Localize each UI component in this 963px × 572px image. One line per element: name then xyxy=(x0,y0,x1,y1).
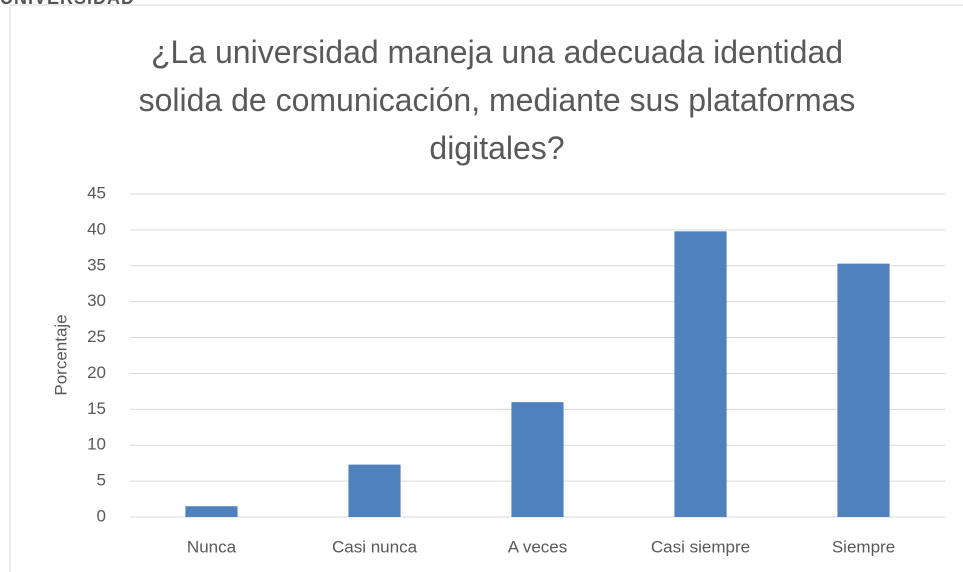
y-tick-label: 30 xyxy=(87,291,106,310)
bar xyxy=(348,464,401,517)
x-tick-label: Nunca xyxy=(187,537,237,556)
y-tick-label: 10 xyxy=(87,435,106,454)
y-tick-label: 15 xyxy=(87,399,106,418)
chart-title: ¿La universidad maneja una adecuada iden… xyxy=(138,34,856,166)
y-tick-label: 5 xyxy=(97,471,106,490)
y-tick-label: 25 xyxy=(87,327,106,346)
bar xyxy=(674,231,727,517)
y-tick-label: 45 xyxy=(87,183,106,202)
bar xyxy=(511,402,564,517)
y-axis-label: Porcentaje xyxy=(51,314,70,395)
bar xyxy=(837,263,890,517)
y-tick-label: 20 xyxy=(87,363,106,382)
chart-border xyxy=(9,4,963,572)
x-tick-label: Siempre xyxy=(832,537,895,556)
x-tick-label: A veces xyxy=(508,537,568,556)
y-tick-label: 0 xyxy=(97,506,106,525)
x-tick-label: Casi nunca xyxy=(332,537,418,556)
x-tick-label: Casi siempre xyxy=(651,537,750,556)
brand-text: UNIVERSIDAD xyxy=(0,0,135,9)
y-tick-label: 40 xyxy=(87,219,106,238)
bar xyxy=(185,506,238,517)
y-tick-label: 35 xyxy=(87,255,106,274)
